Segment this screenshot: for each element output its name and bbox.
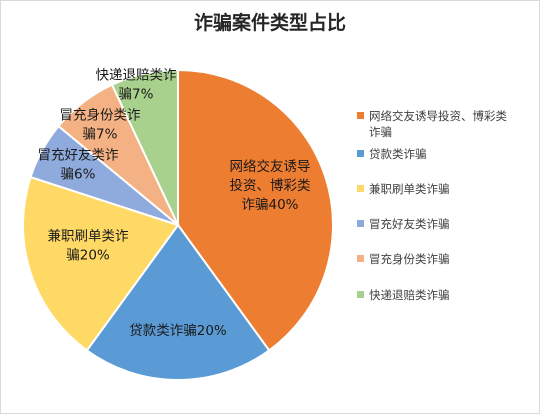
legend-swatch-6 [357, 291, 364, 298]
legend-entry-4: 冒充好友类诈骗 [369, 217, 450, 231]
legend-entry-6: 快递退赔类诈骗 [369, 288, 450, 302]
chart-title: 诈骗案件类型占比 [193, 12, 346, 34]
legend: 网络交友诱导投资、博彩类诈骗贷款类诈骗兼职刷单类诈骗冒充好友类诈骗冒充身份类诈骗… [357, 109, 507, 302]
slice-label-3: 兼职刷单类诈骗20% [48, 229, 129, 264]
legend-entry-2: 贷款类诈骗 [369, 147, 427, 161]
pie-slices [22, 68, 334, 381]
pie-slice-2 [85, 223, 271, 381]
legend-entry-5: 冒充身份类诈骗 [369, 252, 450, 266]
pie-slice-1 [177, 68, 334, 352]
slice-label-2: 贷款类诈骗20% [129, 323, 227, 339]
slice-label-1: 网络交友诱导投资、博彩类诈骗40% [230, 158, 311, 213]
slice-label-5: 冒充身份类诈骗7% [60, 108, 141, 143]
slice-labels: 网络交友诱导投资、博彩类诈骗40% 贷款类诈骗20% 兼职刷单类诈骗20% 冒充好友类… [38, 68, 311, 340]
legend-swatch-1 [357, 112, 364, 119]
pie-slice-6 [110, 68, 179, 226]
slice-label-4: 冒充好友类诈骗6% [38, 148, 119, 183]
legend-swatch-5 [357, 255, 364, 262]
slice-label-6: 快递退赔类诈骗7% [96, 68, 177, 103]
legend-swatch-4 [357, 220, 364, 227]
legend-entry-1: 网络交友诱导投资、博彩类诈骗 [369, 109, 507, 139]
legend-swatch-2 [357, 150, 364, 157]
pie-slice-3 [22, 175, 180, 352]
legend-entry-3: 兼职刷单类诈骗 [369, 182, 450, 196]
legend-swatch-3 [357, 185, 364, 192]
